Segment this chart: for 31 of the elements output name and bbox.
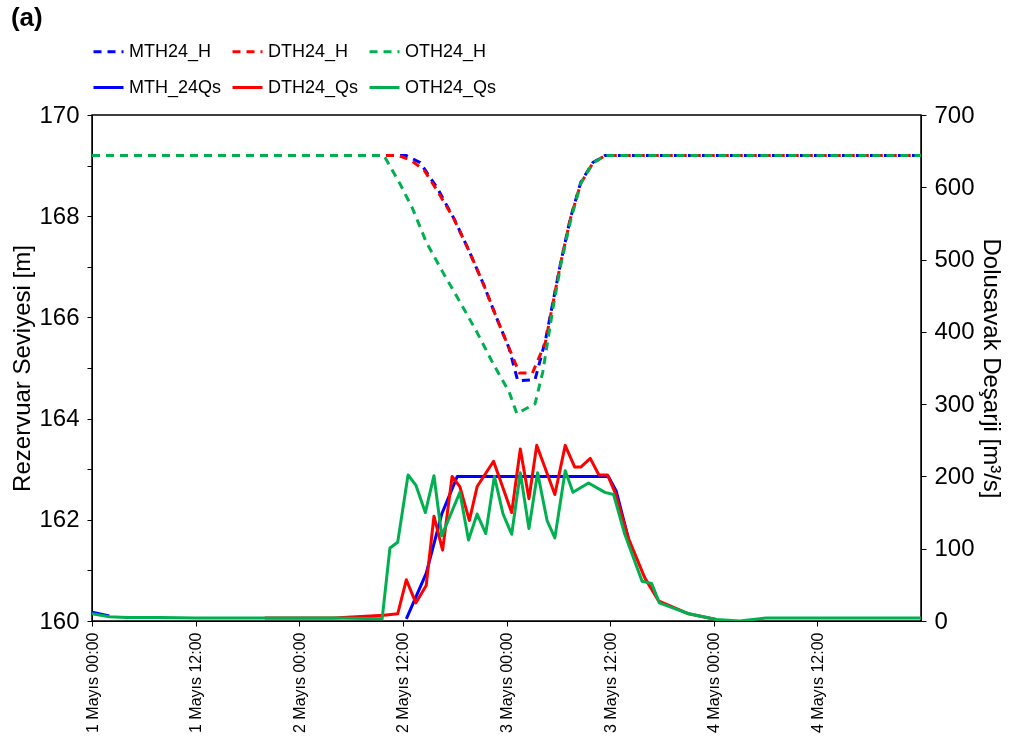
x-tick-label: 4 Mayıs 12:00 [808, 632, 826, 733]
y-tick-label: 168 [39, 201, 80, 229]
y2-tick-label: 500 [934, 245, 975, 273]
legend-label: DTH24_Qs [268, 76, 359, 98]
y2-tick-label: 400 [934, 317, 975, 345]
legend-label: DTH24_H [268, 40, 349, 62]
chart-title: (a) [10, 2, 43, 32]
y-tick-label: 160 [39, 606, 80, 634]
y2-tick-label: 200 [934, 461, 975, 489]
x-tick-label: 4 Mayıs 00:00 [705, 632, 723, 733]
y-axis-title: Rezervuar Seviyesi [m] [8, 245, 36, 492]
y2-tick-label: 600 [934, 172, 975, 200]
legend-label: MTH_24Qs [129, 76, 222, 98]
y2-tick-label: 300 [934, 389, 975, 417]
x-tick-label: 2 Mayıs 12:00 [394, 632, 412, 733]
legend-label: OTH24_H [405, 40, 487, 62]
legend-label: MTH24_H [129, 40, 212, 62]
y2-tick-label: 700 [934, 100, 975, 128]
y-tick-label: 164 [39, 404, 80, 432]
y-tick-label: 170 [39, 100, 80, 128]
y-tick-label: 166 [39, 302, 80, 330]
y2-axis-title: Dolusavak Deşarji [m³/s] [978, 238, 1006, 499]
x-tick-label: 2 Mayıs 00:00 [290, 632, 308, 733]
y-tick-label: 162 [39, 505, 80, 533]
y2-tick-label: 0 [934, 606, 948, 634]
x-tick-label: 3 Mayıs 00:00 [498, 632, 515, 733]
legend-label: OTH24_Qs [405, 76, 497, 98]
x-tick-label: 1 Mayıs 00:00 [83, 632, 101, 733]
x-tick-label: 3 Mayıs 12:00 [601, 632, 619, 733]
x-tick-label: 1 Mayıs 12:00 [187, 632, 205, 733]
y2-tick-label: 100 [934, 534, 975, 562]
